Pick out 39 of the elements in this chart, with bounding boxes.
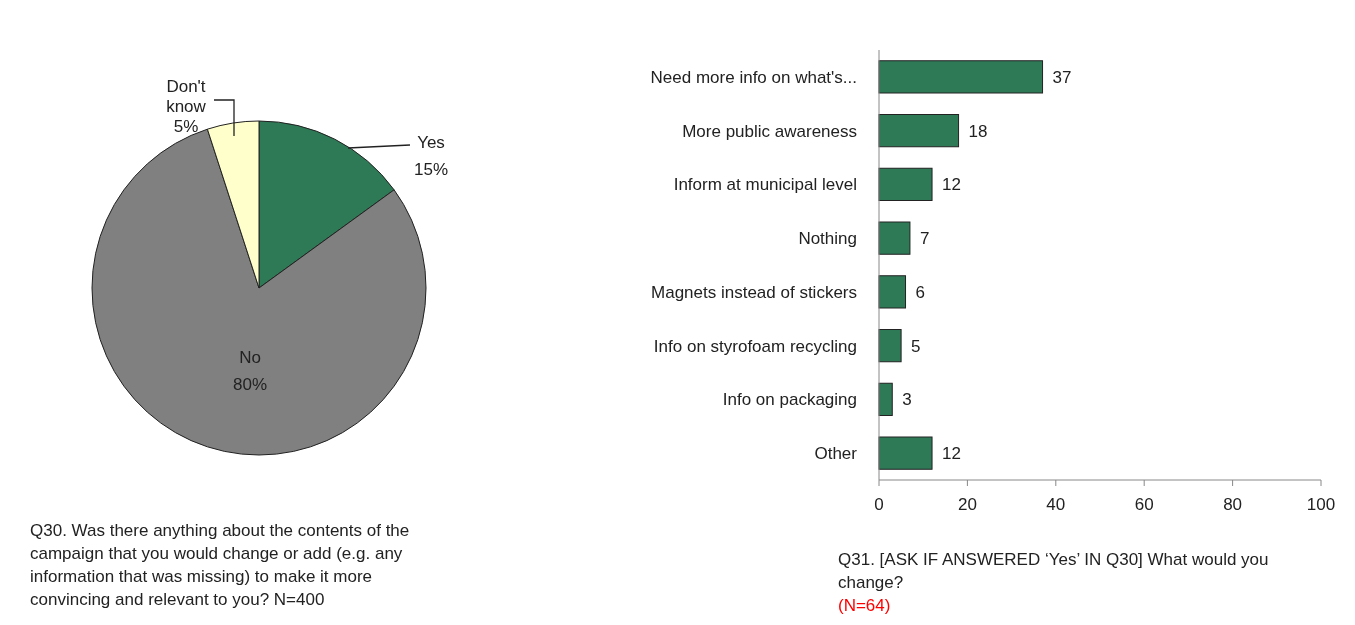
x-tick-label: 100 xyxy=(1306,495,1336,514)
x-tick-label: 40 xyxy=(1046,495,1066,514)
data-label: 6 xyxy=(915,282,925,302)
y-tick-label: More public awareness xyxy=(682,121,857,141)
data-label: 80% xyxy=(232,375,268,394)
bar xyxy=(878,167,933,201)
y-tick-label: Need more info on what's... xyxy=(650,67,857,87)
y-tick-label: Info on styrofoam recycling xyxy=(653,336,857,356)
slice-label: No xyxy=(239,348,261,367)
text: Q31. [ASK IF ANSWERED ‘Yes’ IN Q30] What would you change? xyxy=(838,550,1269,592)
y-tick-label: Inform at municipal level xyxy=(673,175,857,195)
text: (N=64) xyxy=(838,596,891,615)
data-label: 3 xyxy=(902,390,912,410)
data-label: 5% xyxy=(173,117,199,136)
bar xyxy=(878,275,907,309)
bar xyxy=(878,382,893,416)
y-tick-label: Nothing xyxy=(798,229,857,249)
data-label: 12 xyxy=(942,175,961,195)
y-tick-label: Other xyxy=(814,444,858,464)
data-label: 37 xyxy=(1052,67,1072,87)
x-tick-label: 60 xyxy=(1134,495,1154,514)
bar xyxy=(878,329,902,363)
data-label: 12 xyxy=(942,444,961,464)
data-label: 5 xyxy=(911,336,921,356)
bar xyxy=(878,114,960,148)
y-tick-label: Magnets instead of stickers xyxy=(651,282,857,302)
data-label: 7 xyxy=(919,229,930,249)
text: Q30. Was there anything about the contents of the campaign that you would change or add (e.g. any information that was missing) to make it more convincing and relevant to you? N=400 xyxy=(30,521,410,609)
slice-label: Yes xyxy=(417,133,445,152)
data-label: 18 xyxy=(968,121,988,141)
bar xyxy=(878,436,933,470)
x-tick-label: 80 xyxy=(1223,495,1243,514)
bar xyxy=(878,60,1044,94)
bar xyxy=(878,221,911,255)
data-label: 15% xyxy=(413,160,449,179)
x-tick-label: 20 xyxy=(957,495,977,514)
slice-label: Don't know xyxy=(166,77,207,116)
y-tick-label: Info on packaging xyxy=(722,390,857,410)
x-tick-label: 0 xyxy=(874,495,884,514)
